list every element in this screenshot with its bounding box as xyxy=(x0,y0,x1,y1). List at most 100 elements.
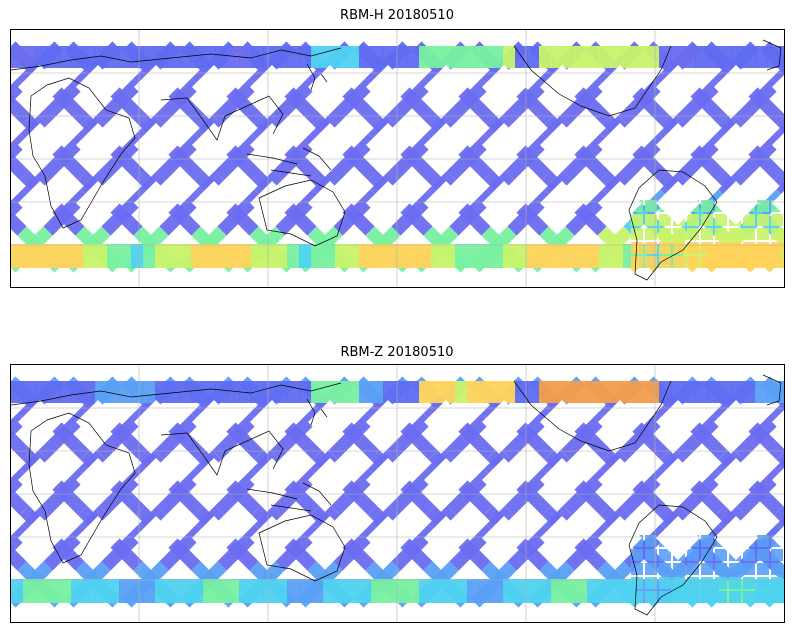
hot-cell xyxy=(729,242,741,254)
swath-segment xyxy=(391,542,420,571)
coastline xyxy=(762,374,782,406)
lattice-gap xyxy=(18,516,62,560)
band-cell xyxy=(251,46,264,68)
band-cell xyxy=(215,46,228,68)
swath-segment xyxy=(214,487,243,516)
lattice-gap xyxy=(540,458,584,502)
lattice-gap xyxy=(598,458,642,502)
band-cell xyxy=(47,579,60,603)
band-cell xyxy=(71,381,84,403)
band-cell xyxy=(83,46,96,68)
band-cell xyxy=(35,579,48,603)
swath-segment xyxy=(101,207,130,236)
band-cell xyxy=(527,381,540,403)
band-cell xyxy=(371,46,384,68)
hot-cell xyxy=(645,535,657,547)
lattice-gap xyxy=(76,181,120,225)
hot-region xyxy=(631,200,783,268)
band-cell xyxy=(731,46,744,68)
band-cell xyxy=(263,381,276,403)
band-cell xyxy=(407,244,420,268)
lattice-gap xyxy=(772,410,784,434)
panel-title-bottom: RBM-Z 20180510 xyxy=(340,345,454,360)
swath-segment xyxy=(156,152,185,181)
swath-segment xyxy=(676,431,705,460)
lattice-gap xyxy=(134,181,178,225)
band-cell xyxy=(491,381,504,403)
band-cell xyxy=(515,244,528,268)
hot-cell xyxy=(659,577,671,589)
lattice-gap xyxy=(366,123,410,167)
lattice-gap xyxy=(598,400,642,444)
band-cell xyxy=(11,381,24,403)
swath-segment xyxy=(11,524,32,553)
band-cell xyxy=(479,381,492,403)
band-cell xyxy=(647,46,660,68)
lattice-gap xyxy=(308,181,352,225)
lattice-gap xyxy=(424,400,468,444)
band-cell xyxy=(275,381,288,403)
lattice-gap xyxy=(366,400,410,444)
lattice-gap xyxy=(598,516,642,560)
hot-cell xyxy=(701,549,713,561)
swath-segment xyxy=(293,431,322,460)
hot-cell xyxy=(687,242,699,254)
band-cell xyxy=(119,579,132,603)
swath-segment xyxy=(217,542,246,571)
swath-segment xyxy=(560,96,589,125)
hot-cell xyxy=(701,242,713,254)
band-cell xyxy=(167,244,180,268)
band-cell xyxy=(95,46,108,68)
band-cell xyxy=(227,46,240,68)
lattice-gap xyxy=(192,458,236,502)
band-cell xyxy=(695,381,708,403)
hot-cell xyxy=(631,228,643,240)
band-cell xyxy=(611,381,624,403)
swath-segment xyxy=(293,189,322,218)
hot-cell xyxy=(687,549,699,561)
hot-cell xyxy=(687,256,699,268)
band-cell xyxy=(287,46,300,68)
swath-segment xyxy=(734,96,763,125)
band-cell xyxy=(263,46,276,68)
lattice-gap xyxy=(308,400,352,444)
band-cell xyxy=(131,244,144,268)
lattice-gap xyxy=(424,516,468,560)
hot-cell xyxy=(701,535,713,547)
graticule xyxy=(11,30,784,287)
swath-segment xyxy=(11,545,27,571)
band-cell xyxy=(731,381,744,403)
lattice-gap xyxy=(772,468,784,492)
lattice-gap xyxy=(76,123,120,167)
band-cell xyxy=(443,579,456,603)
band-cell xyxy=(419,244,432,268)
swath-segment xyxy=(444,96,473,125)
band-cell xyxy=(671,46,684,68)
band-cell xyxy=(479,579,492,603)
band-cell xyxy=(23,381,36,403)
swath-segment xyxy=(502,96,531,125)
band-cell xyxy=(767,381,780,403)
band-cell xyxy=(155,579,168,603)
band-cell xyxy=(347,46,360,68)
lattice-gap xyxy=(540,400,584,444)
swath-segment xyxy=(449,207,478,236)
band-cell xyxy=(359,381,372,403)
hot-cell xyxy=(729,228,741,240)
lattice-gap xyxy=(134,400,178,444)
band-cell xyxy=(683,381,696,403)
band-cell xyxy=(323,579,336,603)
swath-segment xyxy=(349,133,378,162)
lattice-gap xyxy=(656,123,700,167)
band-cell xyxy=(563,46,576,68)
band-cell xyxy=(191,244,204,268)
band-cell xyxy=(707,46,720,68)
swath-segment xyxy=(351,96,380,125)
lattice-gap xyxy=(18,65,62,109)
band-cell xyxy=(287,381,300,403)
swath-segment xyxy=(773,458,784,479)
band-cell xyxy=(359,46,372,68)
band-cell xyxy=(599,244,612,268)
band-cell xyxy=(635,46,648,68)
hot-cell xyxy=(757,256,769,268)
